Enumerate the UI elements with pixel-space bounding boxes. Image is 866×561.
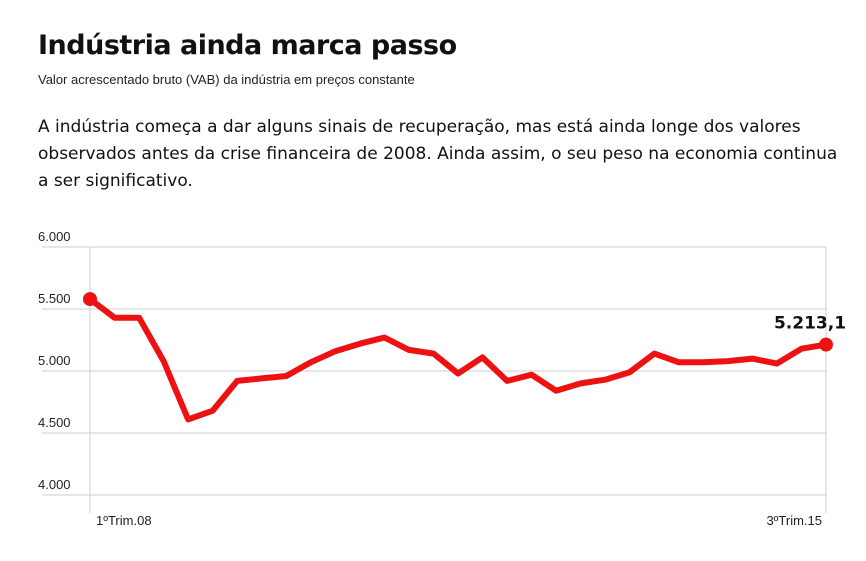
y-axis: 6.000 5.500 5.000 4.500 4.000 (38, 229, 71, 492)
gridlines (42, 246, 827, 513)
series-line (87, 296, 829, 423)
y-tick-label: 4.500 (38, 415, 71, 430)
point-start (83, 292, 97, 307)
plot-area: 5.213,1 (83, 292, 846, 423)
page-title: Indústria ainda marca passo (38, 30, 457, 61)
x-tick-label-end: 3ºTrim.15 (766, 513, 822, 528)
x-axis: 1ºTrim.08 3ºTrim.15 (96, 513, 822, 528)
y-tick-label: 5.500 (38, 291, 71, 306)
point-end (819, 337, 833, 352)
x-tick-label-start: 1ºTrim.08 (96, 513, 152, 528)
end-value-label: 5.213,1 (774, 314, 846, 334)
page-subtitle: Valor acrescentado bruto (VAB) da indúst… (38, 72, 415, 87)
y-tick-label: 6.000 (38, 229, 71, 244)
lead-paragraph: A indústria começa a dar alguns sinais d… (38, 117, 838, 191)
y-tick-label: 5.000 (38, 353, 71, 368)
y-tick-label: 4.000 (38, 477, 71, 492)
